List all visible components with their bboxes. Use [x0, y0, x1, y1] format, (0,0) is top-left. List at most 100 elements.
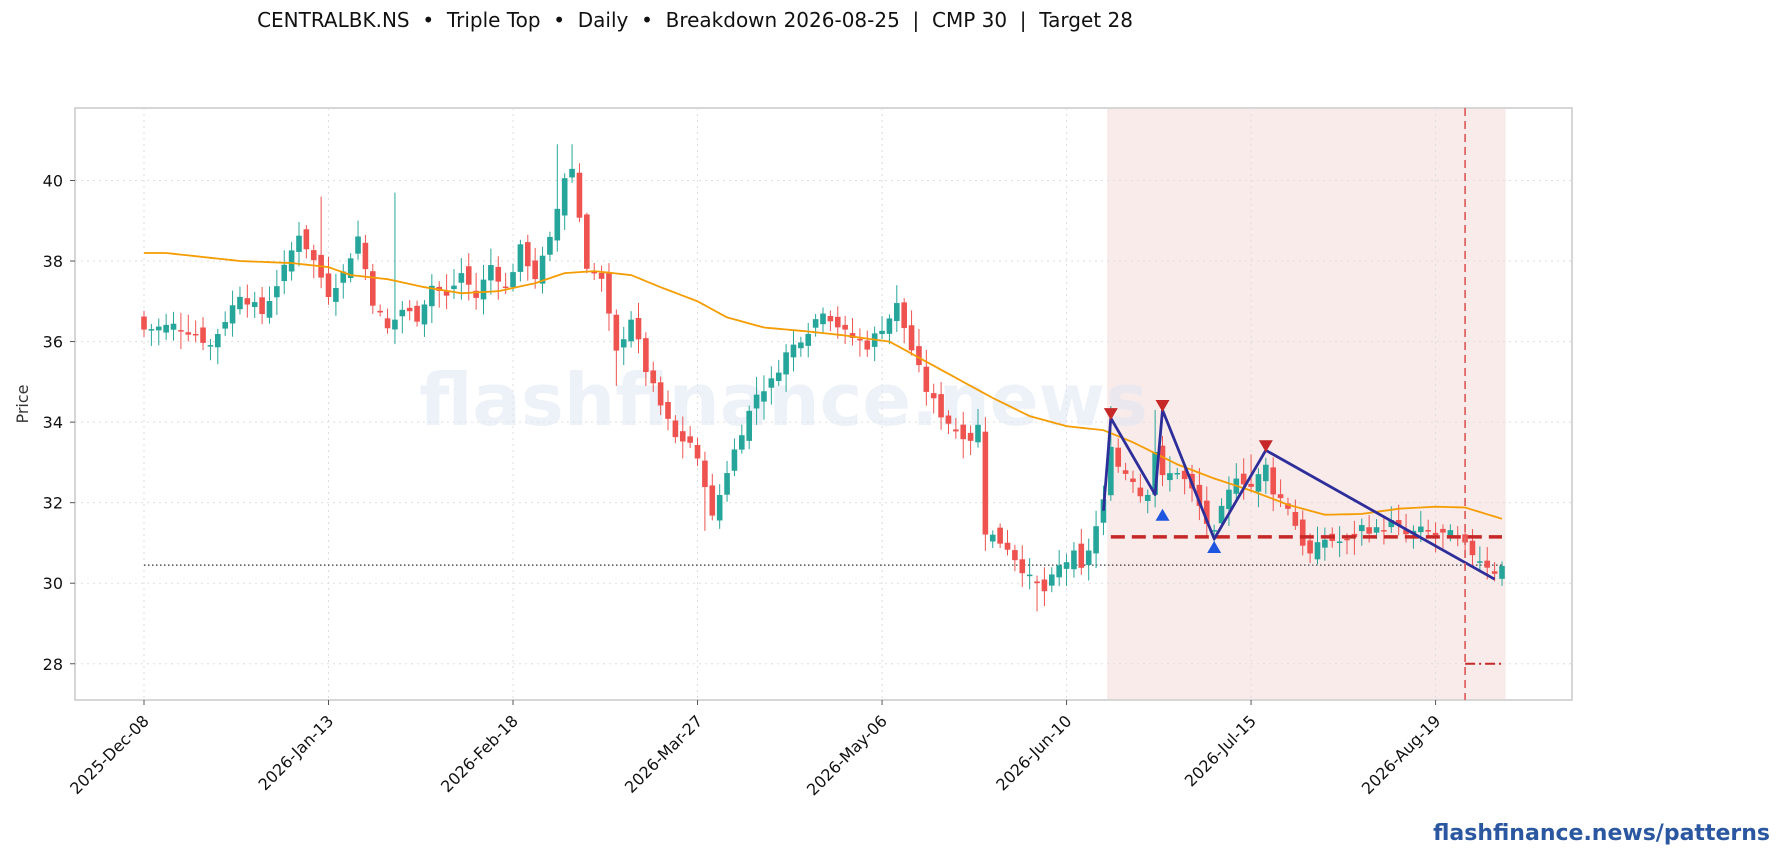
candle-body	[613, 314, 620, 351]
candle-body	[716, 494, 723, 521]
candle-body	[296, 235, 302, 252]
candle-body	[753, 394, 760, 409]
candle-body	[1292, 512, 1299, 526]
candles	[141, 144, 1505, 612]
candle-body	[739, 435, 745, 450]
candle-body	[458, 273, 465, 283]
candle-body	[539, 255, 546, 284]
candle-body	[827, 315, 834, 322]
y-tick-label: 28	[43, 655, 63, 674]
peak-marker	[1258, 440, 1273, 453]
candle-body	[1322, 539, 1328, 548]
candle-body	[178, 330, 184, 332]
candle-body	[1388, 520, 1395, 528]
candle-body	[1019, 559, 1026, 574]
candle-body	[997, 527, 1003, 544]
candle-body	[488, 265, 494, 281]
candle-body	[1203, 500, 1210, 524]
candle-body	[893, 303, 900, 321]
candle-body	[1152, 452, 1158, 495]
candle-body	[517, 244, 524, 272]
candle-body	[421, 304, 428, 325]
candle-body	[687, 436, 693, 443]
candle-body	[1181, 470, 1188, 480]
candle-body	[702, 460, 708, 488]
candle-body	[1240, 473, 1247, 485]
peak-marker	[1155, 400, 1170, 413]
candle-body	[798, 342, 804, 349]
candle-body	[406, 307, 413, 312]
candle-body	[1026, 574, 1033, 577]
candle-body	[694, 444, 701, 459]
candle-body	[333, 287, 339, 302]
candle-body	[1336, 541, 1343, 543]
candle-body	[200, 327, 206, 343]
x-tick-label: 2026-Mar-27	[621, 711, 706, 796]
candle-body	[606, 272, 612, 314]
candle-body	[1034, 581, 1040, 584]
candle-body	[1366, 527, 1372, 534]
candle-body	[1041, 579, 1048, 592]
candle-body	[170, 323, 177, 330]
candle-body	[524, 242, 531, 267]
candle-body	[1477, 561, 1483, 563]
y-tick-label: 40	[43, 171, 63, 190]
trough-marker	[1207, 540, 1222, 553]
candle-body	[916, 346, 922, 366]
candle-body	[303, 229, 310, 250]
candle-body	[451, 285, 457, 290]
x-tick-label: 2026-May-06	[803, 711, 891, 799]
candle-body	[820, 313, 826, 325]
candle-body	[163, 324, 169, 333]
y-tick-label: 36	[43, 333, 63, 352]
candle-body	[310, 250, 317, 261]
candle-body	[148, 329, 155, 331]
candle-body	[237, 296, 243, 310]
candle-body	[266, 300, 273, 318]
candle-body	[1432, 532, 1439, 535]
candle-body	[1381, 530, 1387, 532]
candle-body	[1211, 530, 1217, 532]
candle-body	[1115, 447, 1122, 467]
candle-body	[775, 372, 782, 382]
candle-body	[620, 339, 627, 348]
candle-body	[842, 324, 848, 330]
footer-link[interactable]: flashfinance.news/patterns	[1433, 821, 1770, 846]
chart-title: CENTRALBK.NS • Triple Top • Daily • Brea…	[257, 8, 1133, 32]
candle-body	[362, 242, 369, 270]
peak-marker	[1103, 408, 1118, 421]
candle-body	[1373, 527, 1380, 533]
candle-body	[1395, 519, 1402, 526]
candle-body	[207, 345, 214, 347]
candle-body	[465, 266, 472, 285]
candle-body	[709, 485, 716, 516]
candle-body	[1056, 565, 1062, 578]
candle-body	[953, 429, 959, 432]
candle-body	[259, 297, 265, 315]
candle-body	[908, 325, 915, 351]
candle-body	[1144, 494, 1151, 501]
x-tick-label: 2026-Jan-13	[254, 711, 337, 794]
y-tick-label: 32	[43, 494, 63, 513]
candle-body	[1263, 464, 1269, 482]
candle-body	[340, 271, 347, 283]
candle-body	[1469, 540, 1476, 556]
candle-body	[1071, 550, 1077, 570]
candle-body	[1063, 562, 1070, 569]
candle-body	[812, 319, 819, 328]
candle-body	[857, 338, 863, 341]
candle-body	[864, 340, 871, 350]
candle-body	[1248, 483, 1254, 487]
candle-body	[244, 298, 251, 305]
candle-body	[591, 271, 598, 274]
candle-body	[731, 449, 738, 471]
candle-body	[1314, 542, 1321, 560]
candle-body	[849, 333, 856, 338]
candle-body	[1285, 503, 1291, 509]
candle-body	[923, 366, 930, 392]
candle-body	[569, 168, 575, 178]
candle-body	[1484, 560, 1491, 568]
candle-body	[1196, 484, 1203, 506]
candle-body	[443, 290, 450, 296]
candle-body	[384, 318, 391, 329]
